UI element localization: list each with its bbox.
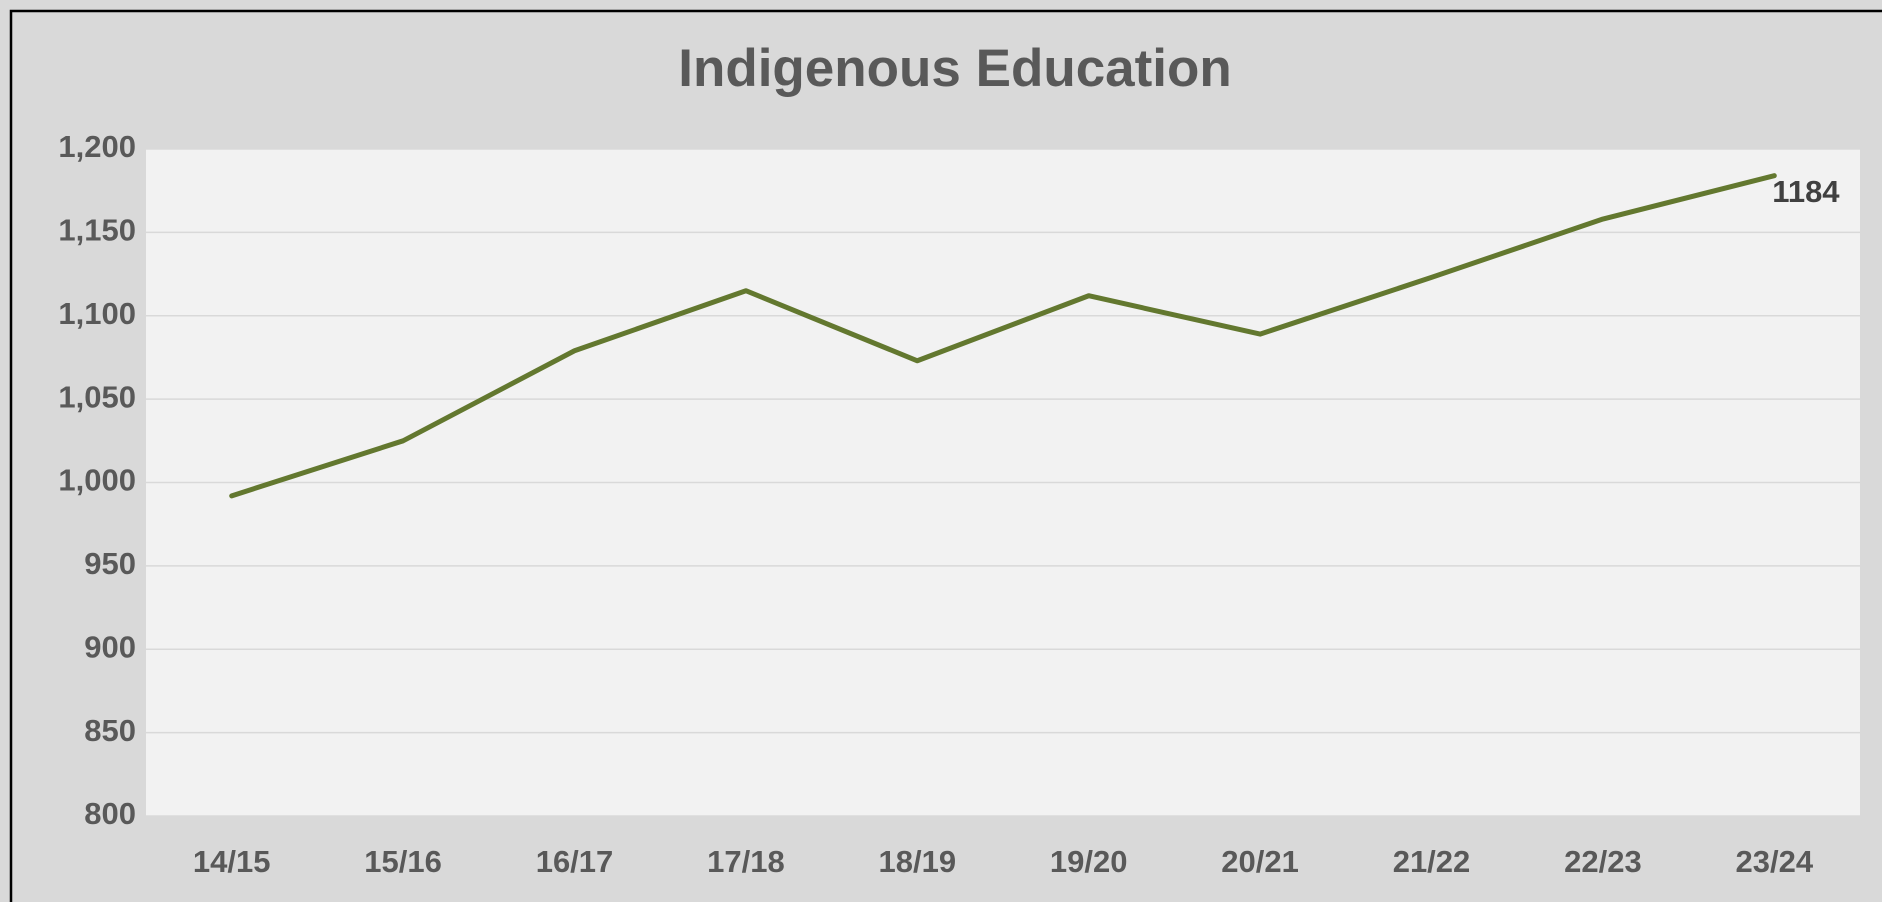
- x-tick-label: 22/23: [1564, 844, 1642, 879]
- y-tick-label: 1,200: [58, 129, 136, 164]
- y-tick-label: 900: [84, 629, 136, 664]
- chart-border: [9, 9, 1882, 902]
- y-tick-label: 1,000: [58, 463, 136, 498]
- x-tick-label: 16/17: [536, 844, 614, 879]
- x-tick-label: 14/15: [193, 844, 271, 879]
- y-tick-label: 800: [84, 796, 136, 831]
- y-tick-label: 1,050: [58, 379, 136, 414]
- line: [229, 173, 1777, 499]
- y-tick-label: 1,100: [58, 296, 136, 331]
- x-tick-label: 20/21: [1221, 844, 1299, 879]
- chart-title: Indigenous Education: [678, 39, 1232, 98]
- data-label: 1184: [1772, 174, 1840, 209]
- y-tick-label: 1,150: [58, 213, 136, 248]
- x-tick-label: 18/19: [879, 844, 957, 879]
- x-tick-label: 17/18: [707, 844, 785, 879]
- y-tick-label: 950: [84, 546, 136, 581]
- x-tick-label: 19/20: [1050, 844, 1128, 879]
- x-tick-label: 21/22: [1393, 844, 1471, 879]
- x-tick-label: 15/16: [364, 844, 442, 879]
- x-tick-label: 23/24: [1736, 844, 1814, 879]
- y-tick-label: 850: [84, 713, 136, 748]
